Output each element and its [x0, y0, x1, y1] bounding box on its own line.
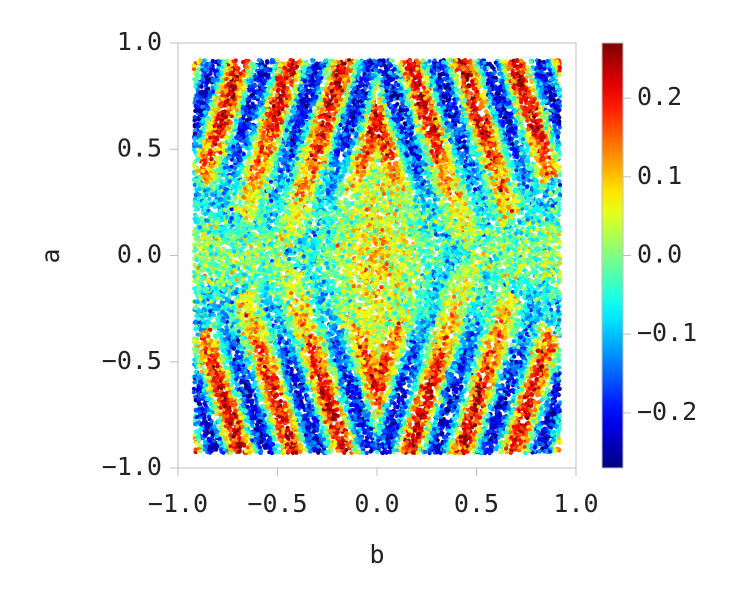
- scatter-point: [194, 369, 199, 375]
- scatter-point: [557, 245, 562, 250]
- scatter-points: [191, 57, 563, 456]
- scatter-point: [324, 202, 329, 207]
